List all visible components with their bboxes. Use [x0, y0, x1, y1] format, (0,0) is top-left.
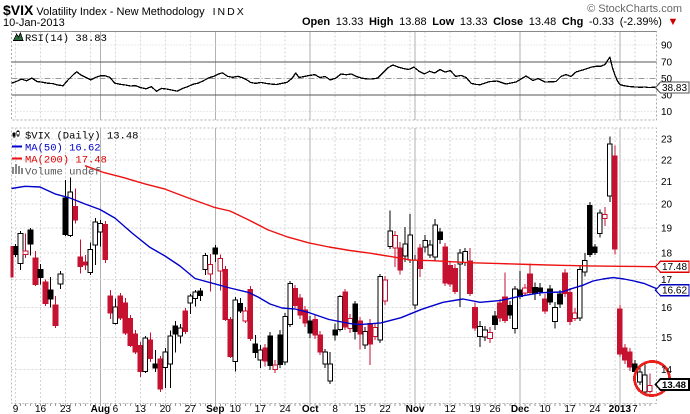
svg-text:15: 15	[661, 333, 673, 344]
svg-text:16: 16	[661, 303, 673, 314]
svg-text:8: 8	[332, 404, 338, 414]
svg-text:20: 20	[661, 200, 673, 211]
svg-text:23: 23	[661, 135, 673, 146]
svg-text:Aug: Aug	[91, 404, 110, 414]
svg-text:17: 17	[255, 404, 267, 414]
svg-text:$VIX (Daily) 13.48: $VIX (Daily) 13.48	[25, 131, 138, 143]
svg-text:22: 22	[380, 404, 392, 414]
svg-text:26: 26	[489, 404, 501, 414]
svg-text:19: 19	[661, 223, 673, 234]
svg-text:19: 19	[469, 404, 481, 414]
svg-text:30: 30	[661, 90, 673, 101]
svg-text:38.83: 38.83	[662, 83, 687, 94]
svg-text:Volume undef: Volume undef	[25, 167, 101, 179]
svg-text:Nov: Nov	[406, 404, 425, 414]
svg-text:9: 9	[13, 404, 19, 414]
svg-text:18: 18	[661, 249, 673, 260]
svg-text:12: 12	[445, 404, 457, 414]
svg-text:16: 16	[35, 404, 47, 414]
svg-text:6: 6	[113, 404, 119, 414]
svg-text:21: 21	[661, 177, 673, 188]
svg-text:24: 24	[280, 404, 292, 414]
svg-text:17.48: 17.48	[662, 262, 687, 273]
svg-text:27: 27	[185, 404, 197, 414]
svg-text:17: 17	[564, 404, 576, 414]
svg-text:17: 17	[661, 275, 673, 286]
svg-text:24: 24	[589, 404, 601, 414]
svg-text:13.48: 13.48	[662, 380, 687, 391]
svg-text:90: 90	[661, 41, 673, 52]
svg-text:10: 10	[661, 107, 673, 118]
svg-text:10: 10	[539, 404, 551, 414]
svg-text:MA(200) 17.48: MA(200) 17.48	[25, 155, 107, 167]
svg-text:23: 23	[60, 404, 72, 414]
svg-text:Dec: Dec	[511, 404, 530, 414]
svg-text:22: 22	[661, 155, 673, 166]
svg-text:14: 14	[661, 365, 673, 376]
svg-text:10: 10	[230, 404, 242, 414]
svg-text:RSI(14) 38.83: RSI(14) 38.83	[25, 33, 107, 45]
svg-text:15: 15	[355, 404, 367, 414]
svg-text:2013: 2013	[609, 404, 632, 414]
svg-text:7: 7	[632, 404, 638, 414]
svg-text:Oct: Oct	[302, 404, 319, 414]
svg-text:20: 20	[160, 404, 172, 414]
svg-text:Sep: Sep	[206, 404, 224, 414]
svg-text:50: 50	[661, 74, 673, 85]
svg-text:13: 13	[135, 404, 147, 414]
svg-text:70: 70	[661, 57, 673, 68]
svg-text:MA(50) 16.62: MA(50) 16.62	[25, 143, 101, 155]
svg-text:16.62: 16.62	[662, 286, 687, 297]
